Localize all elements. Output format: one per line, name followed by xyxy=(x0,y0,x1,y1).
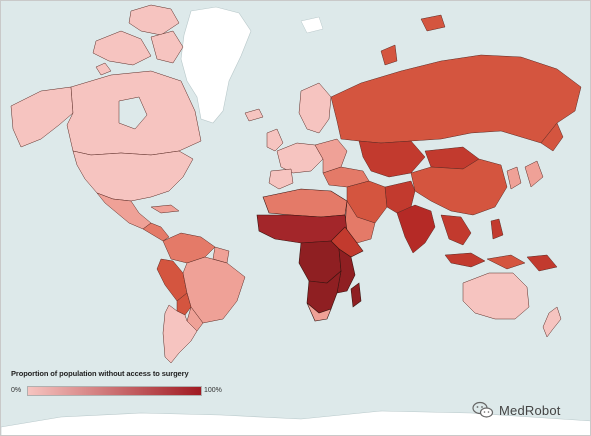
greenland-border-islands xyxy=(95,62,112,76)
novaya-zemlya xyxy=(380,44,398,66)
canadian-arctic xyxy=(128,4,180,36)
hudson-bay xyxy=(118,96,148,130)
europe xyxy=(244,82,370,190)
colombia-venezuela xyxy=(162,232,216,264)
greenland xyxy=(180,6,252,124)
russia xyxy=(330,14,582,152)
new-zealand xyxy=(542,306,562,338)
western-europe xyxy=(276,142,324,174)
south-africa xyxy=(306,302,332,322)
philippines xyxy=(490,218,504,240)
southeast-asia xyxy=(440,214,472,246)
north-america xyxy=(10,4,202,242)
legend-title: Proportion of population without access … xyxy=(11,369,189,378)
south-america xyxy=(156,232,246,364)
india xyxy=(396,204,436,254)
asia xyxy=(344,140,558,272)
wechat-icon xyxy=(472,401,494,418)
bolivia xyxy=(176,292,192,316)
legend-max-label: 100% xyxy=(204,387,222,394)
alaska xyxy=(10,86,74,148)
legend-color-bar xyxy=(27,386,202,396)
iceland xyxy=(244,108,264,122)
canadian-arctic-2 xyxy=(92,30,152,66)
usa xyxy=(72,150,194,202)
iberia xyxy=(268,168,294,190)
kamchatka xyxy=(540,122,564,152)
chile-argentina xyxy=(162,304,198,364)
china xyxy=(410,158,508,216)
uk-ireland xyxy=(266,128,284,152)
legend: Proportion of population without access … xyxy=(11,369,251,398)
scandinavia xyxy=(298,82,332,134)
brazil xyxy=(182,256,246,324)
legend-min-label: 0% xyxy=(11,387,22,394)
australia xyxy=(462,272,530,320)
watermark-text: MedRobot xyxy=(499,402,561,418)
korea-japan xyxy=(506,160,544,190)
papua xyxy=(526,254,558,272)
arctic-islands-russia xyxy=(420,14,446,32)
watermark: MedRobot xyxy=(472,401,561,419)
indonesia-1 xyxy=(444,252,486,268)
indonesia-2 xyxy=(486,254,526,270)
madagascar xyxy=(350,282,362,308)
antarctica xyxy=(1,410,590,435)
cuba xyxy=(150,204,180,214)
central-america xyxy=(142,222,170,242)
africa xyxy=(256,188,364,322)
oceania xyxy=(462,272,562,338)
arctic-islands-white xyxy=(300,16,324,34)
canadian-arctic-3 xyxy=(150,30,184,64)
legend-scale: 0% 100% xyxy=(11,386,251,398)
